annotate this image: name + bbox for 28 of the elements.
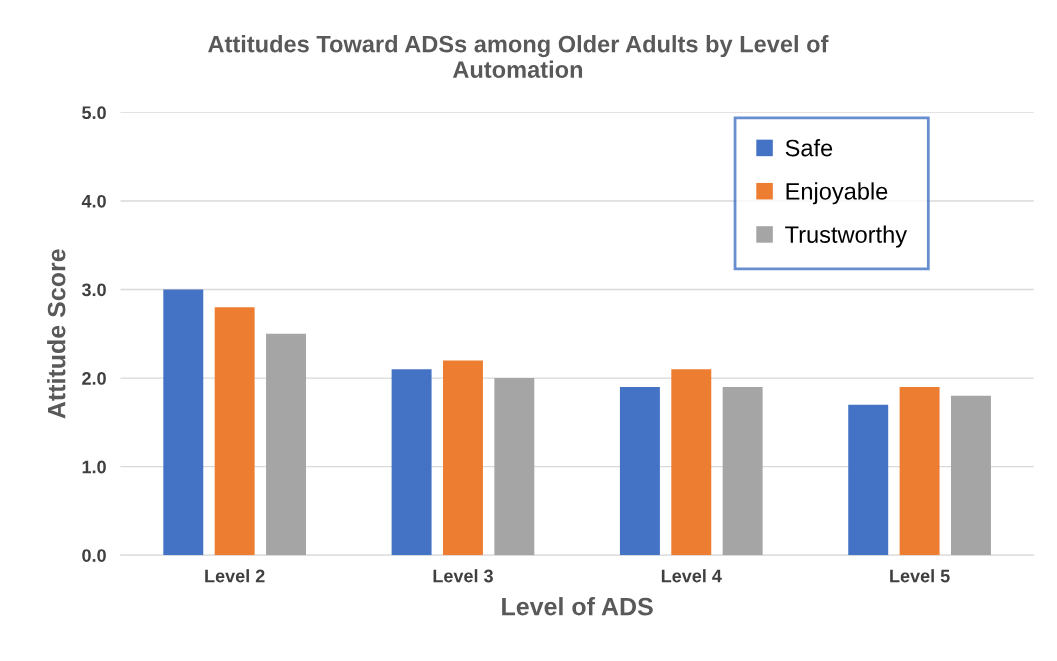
bar [848, 404, 889, 556]
bar [671, 369, 712, 556]
chart-title: Attitudes Toward ADSs among Older Adults by Level of Automation [208, 35, 829, 78]
bar [950, 395, 991, 556]
y-axis-title: Attitude Score [47, 249, 66, 419]
y-tick-label: 5.0 [82, 106, 106, 120]
bar [619, 386, 660, 556]
bar [163, 289, 204, 556]
legend-label: Trustworthy [785, 225, 908, 248]
legend-label: Enjoyable [786, 182, 888, 205]
bar [494, 378, 535, 556]
legend-label: Safe [785, 139, 833, 157]
bar [722, 386, 763, 556]
y-tick-label: 3.0 [81, 283, 106, 297]
bar [442, 360, 483, 556]
bar [391, 369, 432, 556]
bar [266, 333, 306, 556]
x-tick-label: Level 4 [661, 569, 722, 583]
x-tick-label: Level 3 [433, 569, 493, 583]
bar [214, 307, 255, 556]
x-tick-label: Level 5 [890, 569, 950, 583]
y-tick-label: 1.0 [82, 460, 106, 474]
x-tick-label: Level 2 [205, 569, 265, 583]
y-tick-label: 0.0 [82, 549, 106, 562]
bar [899, 386, 940, 556]
y-tick-label: 2.0 [82, 372, 106, 385]
y-tick-label: 4.0 [81, 194, 106, 208]
x-axis-title: Level of ADS [502, 597, 653, 616]
